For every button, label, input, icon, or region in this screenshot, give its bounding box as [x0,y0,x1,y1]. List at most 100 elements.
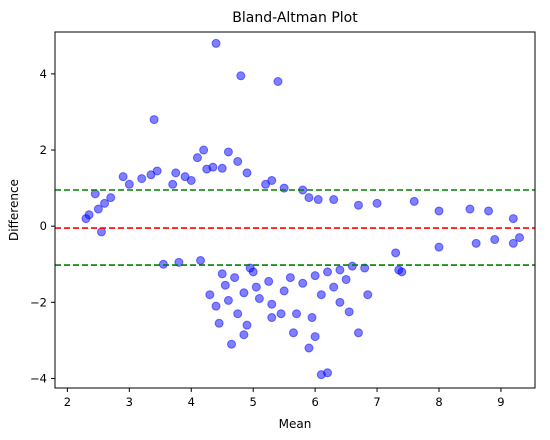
y-axis-label: Difference [7,179,21,241]
y-tick-label: 4 [40,67,47,81]
x-tick-label: 7 [373,395,380,409]
data-point [248,267,258,277]
data-point [310,271,320,281]
data-point [409,196,419,206]
data-point [316,290,326,300]
data-point [149,115,159,125]
plot-area [81,38,525,380]
data-point [394,265,404,275]
data-point [217,163,227,173]
data-point [223,295,233,305]
data-point [146,170,156,180]
data-point [434,206,444,216]
x-axis: 2 3 4 5 6 7 8 9 [64,388,505,409]
data-point [171,168,181,178]
data-point [353,328,363,338]
data-point [84,210,94,220]
data-point [323,267,333,277]
data-point [353,200,363,210]
data-point [391,248,401,258]
data-point [239,330,249,340]
data-point [168,179,178,189]
x-tick-label: 3 [126,395,133,409]
data-point [490,235,500,245]
data-point [372,198,382,208]
data-point [239,288,249,298]
data-point [93,204,103,214]
data-point [335,297,345,307]
data-point [508,214,518,224]
data-point [251,282,261,292]
data-point [323,368,333,378]
x-tick-label: 9 [497,395,504,409]
data-point [310,332,320,342]
data-point [220,280,230,290]
data-point [196,255,206,265]
data-point [90,189,100,199]
data-point [254,294,264,304]
data-point [273,77,283,86]
plot-frame [54,31,536,389]
x-tick-label: 8 [435,395,442,409]
data-point [236,71,246,81]
data-point [106,193,116,203]
reference-lines [55,189,535,266]
data-point [292,309,302,319]
data-point [211,301,221,311]
data-point [329,282,339,292]
data-point [276,309,286,319]
data-point [304,343,314,353]
data-point [465,204,475,214]
data-point [230,273,240,283]
data-point [267,313,277,323]
y-tick-label: 0 [40,219,47,233]
data-point [341,274,351,284]
data-point [508,238,518,248]
data-point [233,309,243,319]
data-point [233,156,243,166]
data-point [279,286,289,296]
x-tick-label: 5 [250,395,257,409]
data-point [307,313,317,323]
x-tick-label: 2 [64,395,71,409]
data-point [360,263,370,273]
data-point [434,242,444,252]
data-point [186,175,196,185]
data-point [118,172,128,182]
data-point [242,168,252,178]
data-point [363,290,373,300]
data-point [285,273,295,283]
data-point [264,276,274,286]
data-point [288,328,298,338]
y-tick-label: −4 [30,371,47,385]
data-point [313,195,323,205]
x-tick-label: 4 [188,395,195,409]
data-point [279,183,289,193]
data-point [223,147,233,157]
x-tick-label: 6 [311,395,318,409]
data-point [471,238,481,248]
data-point [347,261,357,271]
data-point [124,179,134,189]
data-point [344,307,354,317]
y-tick-label: 2 [40,143,47,157]
data-point [329,195,339,205]
x-axis-label: Mean [279,417,312,431]
data-point [192,153,202,163]
data-point [298,278,308,288]
chart-title: Bland-Altman Plot [232,10,358,26]
data-point [267,175,277,185]
data-point [214,318,224,328]
data-point [211,38,221,48]
data-point [202,164,212,174]
data-point [242,320,252,330]
data-point [96,227,106,237]
data-point [137,174,147,184]
data-point [100,198,110,208]
data-point [205,290,215,300]
data-point [227,339,237,349]
data-point [267,299,277,309]
data-point [217,269,227,279]
data-point [335,265,345,275]
